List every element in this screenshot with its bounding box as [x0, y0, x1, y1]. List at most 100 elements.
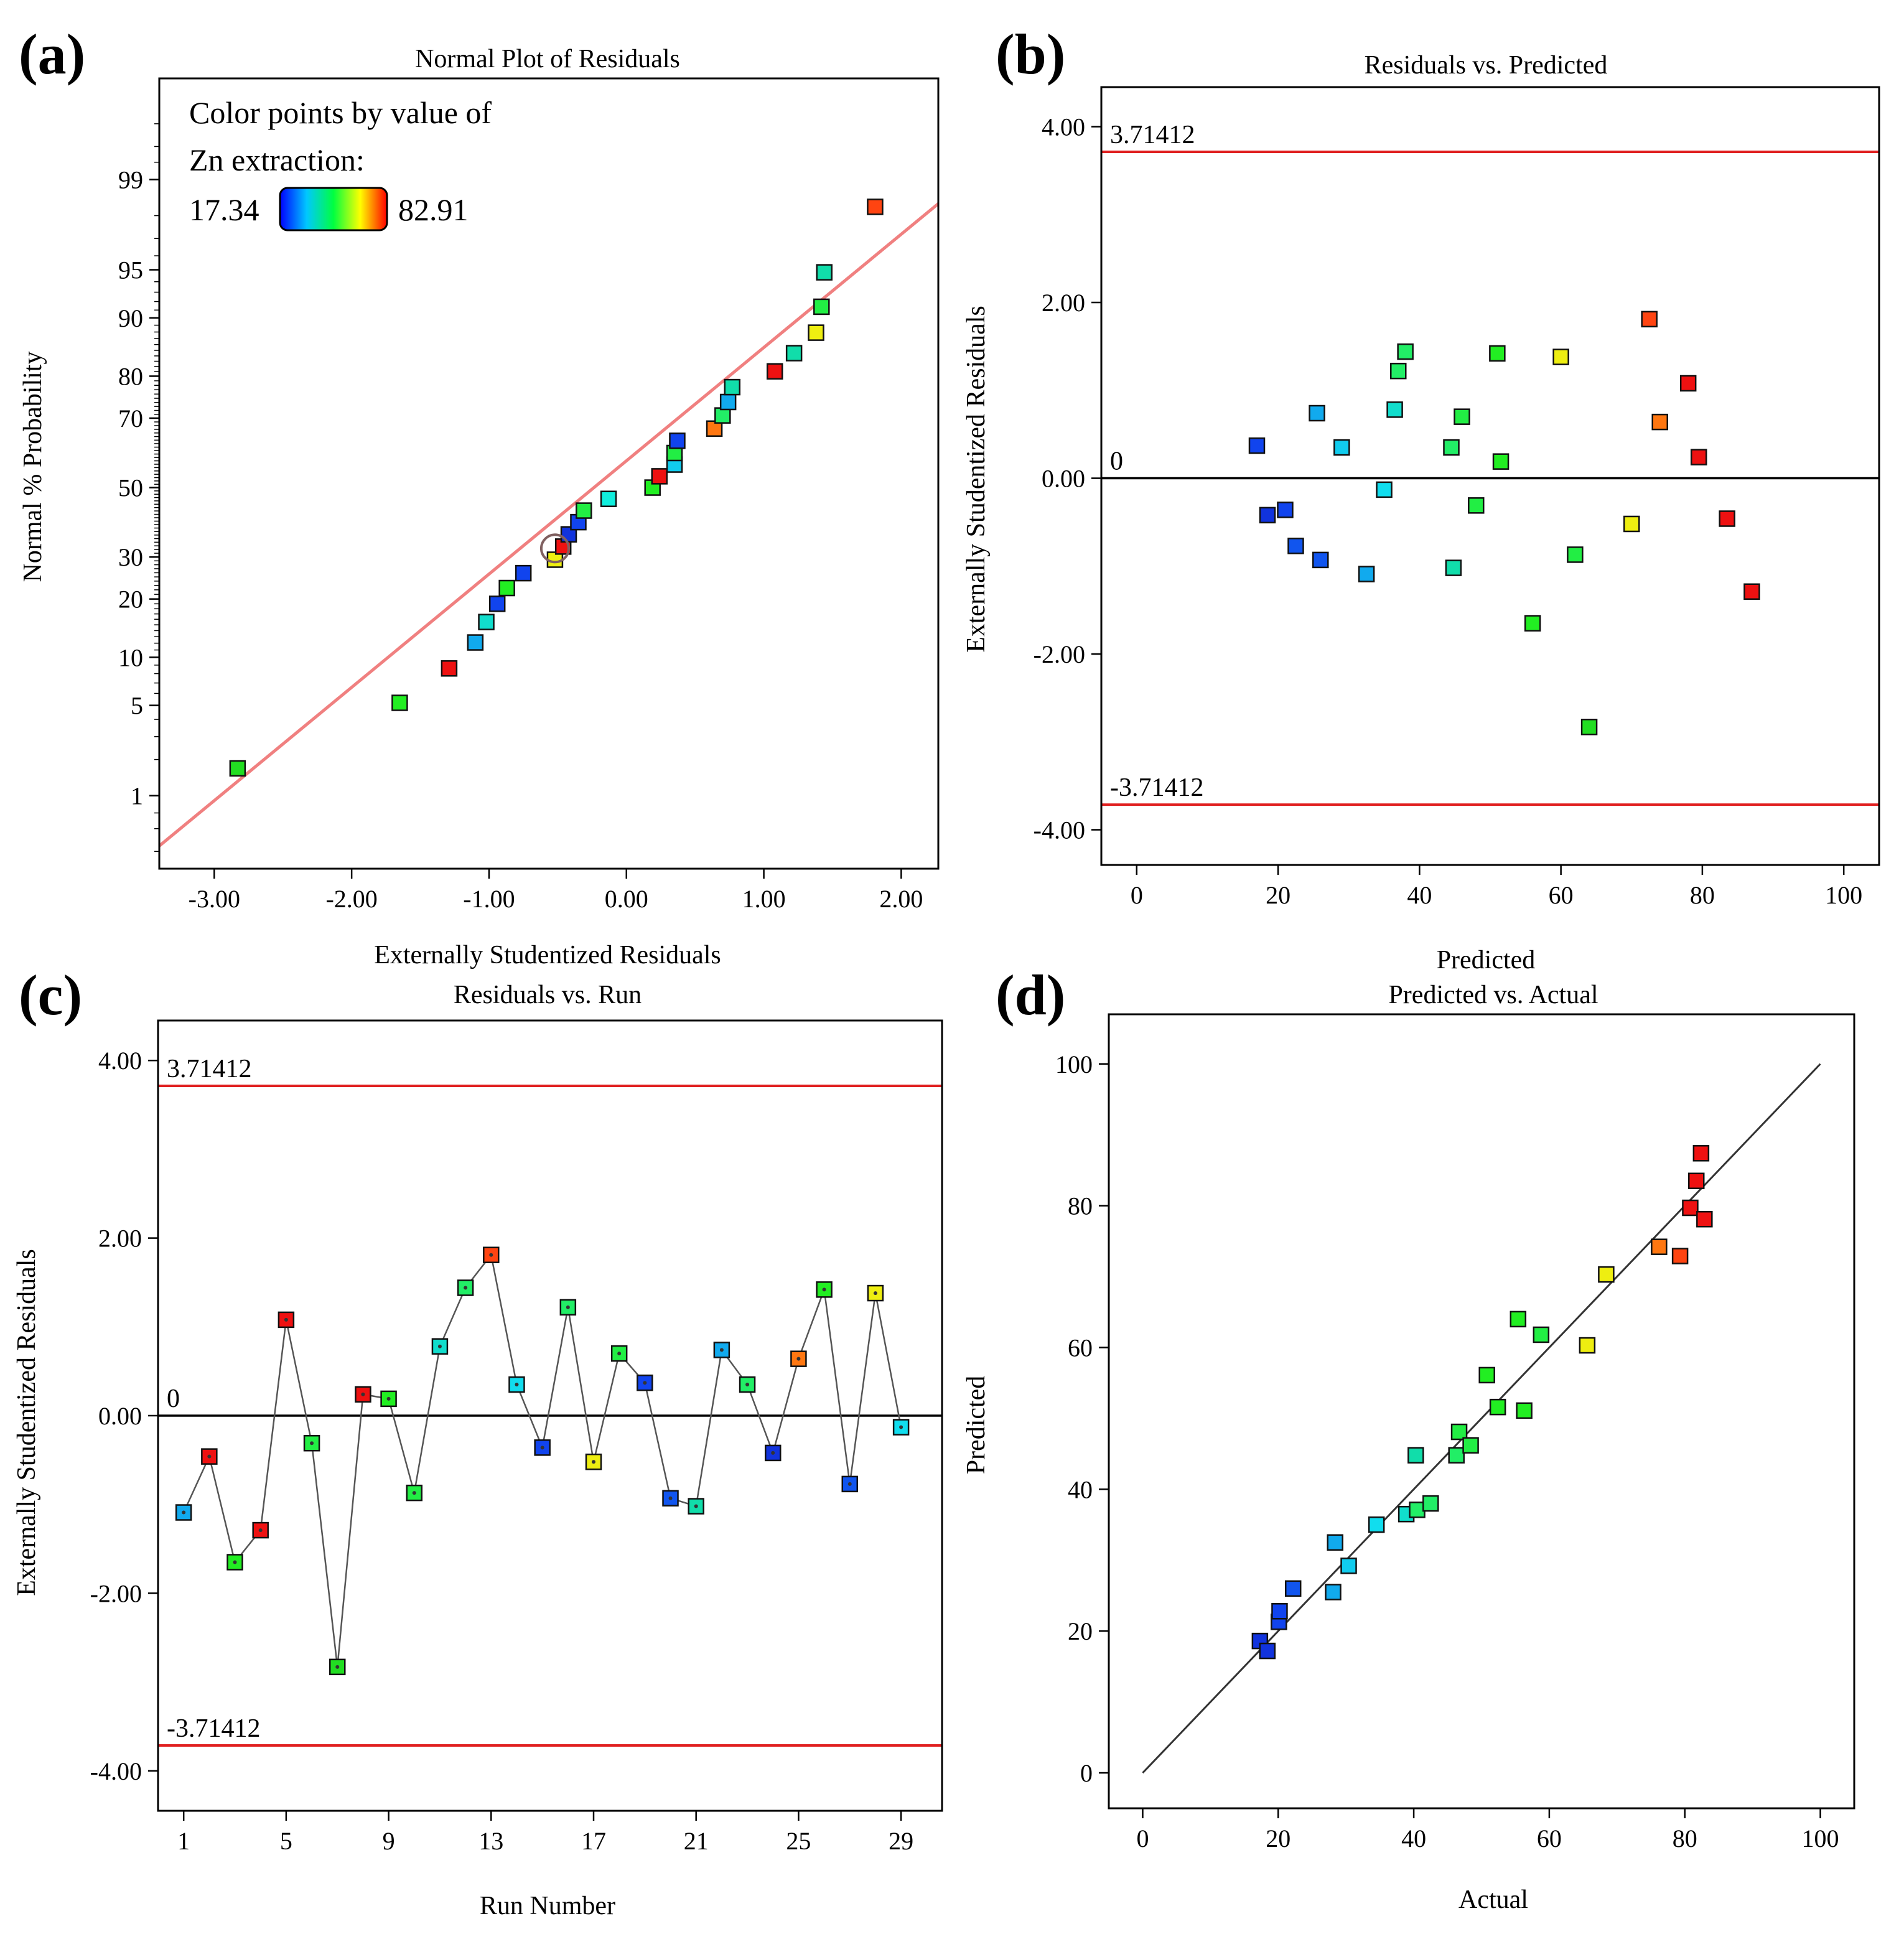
run-point-dot	[464, 1286, 468, 1290]
y-tick-label: 0.00	[98, 1402, 142, 1430]
run-point-dot	[489, 1253, 493, 1257]
data-point-a	[391, 694, 408, 711]
data-point-b	[1397, 343, 1414, 360]
panel-label-a: (a)	[19, 22, 85, 86]
data-point-a	[785, 345, 803, 362]
chart-title-d: Predicted vs. Actual	[1388, 981, 1598, 1009]
x-tick-label: 0	[1131, 881, 1143, 909]
x-tick-label: 21	[684, 1827, 709, 1855]
data-point-d	[1682, 1199, 1699, 1217]
x-tick-label: 60	[1549, 881, 1574, 909]
run-point-dot	[745, 1383, 750, 1387]
chart-title-a: Normal Plot of Residuals	[415, 45, 680, 73]
data-point-b	[1445, 559, 1462, 576]
x-tick-label: -1.00	[463, 885, 515, 913]
y-tick-label: 60	[1068, 1334, 1093, 1362]
axis-ticks-c: 1 5 9 13 17 21 25 29 -4.00 -2.00 0.00 2.00 4.00	[90, 1047, 913, 1855]
y-tick-label: 1	[131, 782, 143, 810]
data-point-d	[1448, 1447, 1465, 1464]
data-point-b	[1567, 546, 1584, 563]
y-tick-label: -4.00	[90, 1757, 142, 1785]
data-point-a	[600, 490, 617, 507]
axis-ticks-b: 0 20 40 60 80 100 -4.00 -2.00 0.00 2.00 4.00	[1034, 113, 1863, 909]
plot-frame-c	[157, 1019, 943, 1812]
x-tick-label: 80	[1690, 881, 1715, 909]
y-tick-label: 80	[1068, 1192, 1093, 1220]
y-axis-label-a: Normal % Probability	[19, 352, 47, 582]
panel-label-b: (b)	[996, 22, 1065, 86]
x-tick-label: 100	[1802, 1824, 1839, 1852]
run-point	[739, 1376, 756, 1393]
x-axis-label-a: Externally Studentized Residuals	[374, 941, 721, 969]
data-point-b	[1333, 439, 1350, 456]
y-tick-label: 5	[131, 692, 143, 720]
panel-c-residuals-vs-run: (c) Residuals vs. Run Run Number Externa…	[12, 963, 943, 1920]
data-point-b	[1690, 449, 1707, 465]
run-point-dot	[310, 1441, 314, 1446]
data-point-a	[816, 264, 833, 281]
x-tick-label: 13	[478, 1827, 503, 1855]
data-point-d	[1327, 1534, 1344, 1551]
x-axis-label-b: Predicted	[1437, 946, 1536, 974]
y-tick-label: 20	[118, 586, 143, 614]
y-tick-label: 2.00	[1042, 289, 1085, 317]
x-tick-label: 29	[889, 1827, 913, 1855]
run-point-dot	[233, 1560, 237, 1564]
legend-title-line1: Color points by value of	[189, 95, 492, 130]
data-point-a	[467, 634, 484, 651]
reference-lines-c: 3.71412 -3.71412 0	[158, 1055, 942, 1747]
data-point-b	[1580, 718, 1598, 736]
plot-frame-d	[1108, 1013, 1855, 1810]
run-point-dot	[796, 1357, 801, 1361]
axis-ticks-d: 0 20 40 60 80 100 0 20 40 60 80 100	[1055, 1050, 1839, 1852]
x-tick-label: 25	[786, 1827, 811, 1855]
panel-a-normal-plot: (a) Normal Plot of Residuals Externally …	[19, 22, 940, 969]
run-point-dot	[386, 1396, 391, 1401]
data-point-d	[1284, 1580, 1302, 1597]
data-point-a	[714, 407, 731, 424]
data-point-d	[1510, 1310, 1527, 1328]
zero-label: 0	[167, 1385, 180, 1413]
y-tick-label: 10	[118, 643, 143, 671]
x-tick-label: 100	[1825, 881, 1862, 909]
run-point	[534, 1439, 551, 1456]
y-axis-label-b: Externally Studentized Residuals	[962, 306, 991, 653]
run-point	[610, 1345, 628, 1362]
data-point-b	[1443, 439, 1460, 456]
run-point	[688, 1498, 704, 1515]
data-point-b	[1386, 401, 1403, 418]
data-point-b	[1277, 502, 1294, 518]
data-point-a	[229, 760, 246, 777]
data-point-b	[1248, 437, 1266, 454]
y-tick-label: 20	[1068, 1617, 1093, 1645]
y-tick-label: 95	[118, 256, 143, 284]
data-point-b	[1312, 551, 1329, 569]
data-point-a	[719, 393, 737, 411]
x-tick-label: 40	[1407, 881, 1432, 909]
data-point-d	[1340, 1558, 1357, 1574]
run-point-dot	[899, 1425, 903, 1429]
data-point-a	[867, 199, 884, 215]
run-point-dot	[668, 1496, 673, 1500]
x-tick-label: 2.00	[879, 885, 923, 913]
data-point-d	[1325, 1584, 1342, 1600]
run-point-dot	[771, 1451, 775, 1455]
data-point-d	[1671, 1248, 1689, 1264]
data-point-d	[1259, 1642, 1276, 1660]
panel-label-c: (c)	[19, 963, 82, 1027]
data-point-b	[1287, 538, 1304, 554]
data-point-d	[1450, 1423, 1468, 1441]
x-tick-label: 9	[383, 1827, 395, 1855]
data-point-b	[1489, 345, 1506, 362]
y-tick-label: 0.00	[1042, 465, 1085, 493]
y-tick-label: -2.00	[90, 1579, 142, 1607]
limit-label: 3.71412	[1110, 121, 1195, 149]
legend-high-label: 82.91	[398, 192, 469, 227]
data-point-b	[1552, 348, 1569, 365]
data-point-d	[1516, 1402, 1533, 1419]
data-point-b	[1651, 413, 1668, 431]
run-point	[483, 1246, 500, 1263]
x-tick-label: 0	[1136, 1824, 1149, 1852]
data-points-a	[229, 199, 884, 777]
data-point-a	[651, 468, 668, 485]
